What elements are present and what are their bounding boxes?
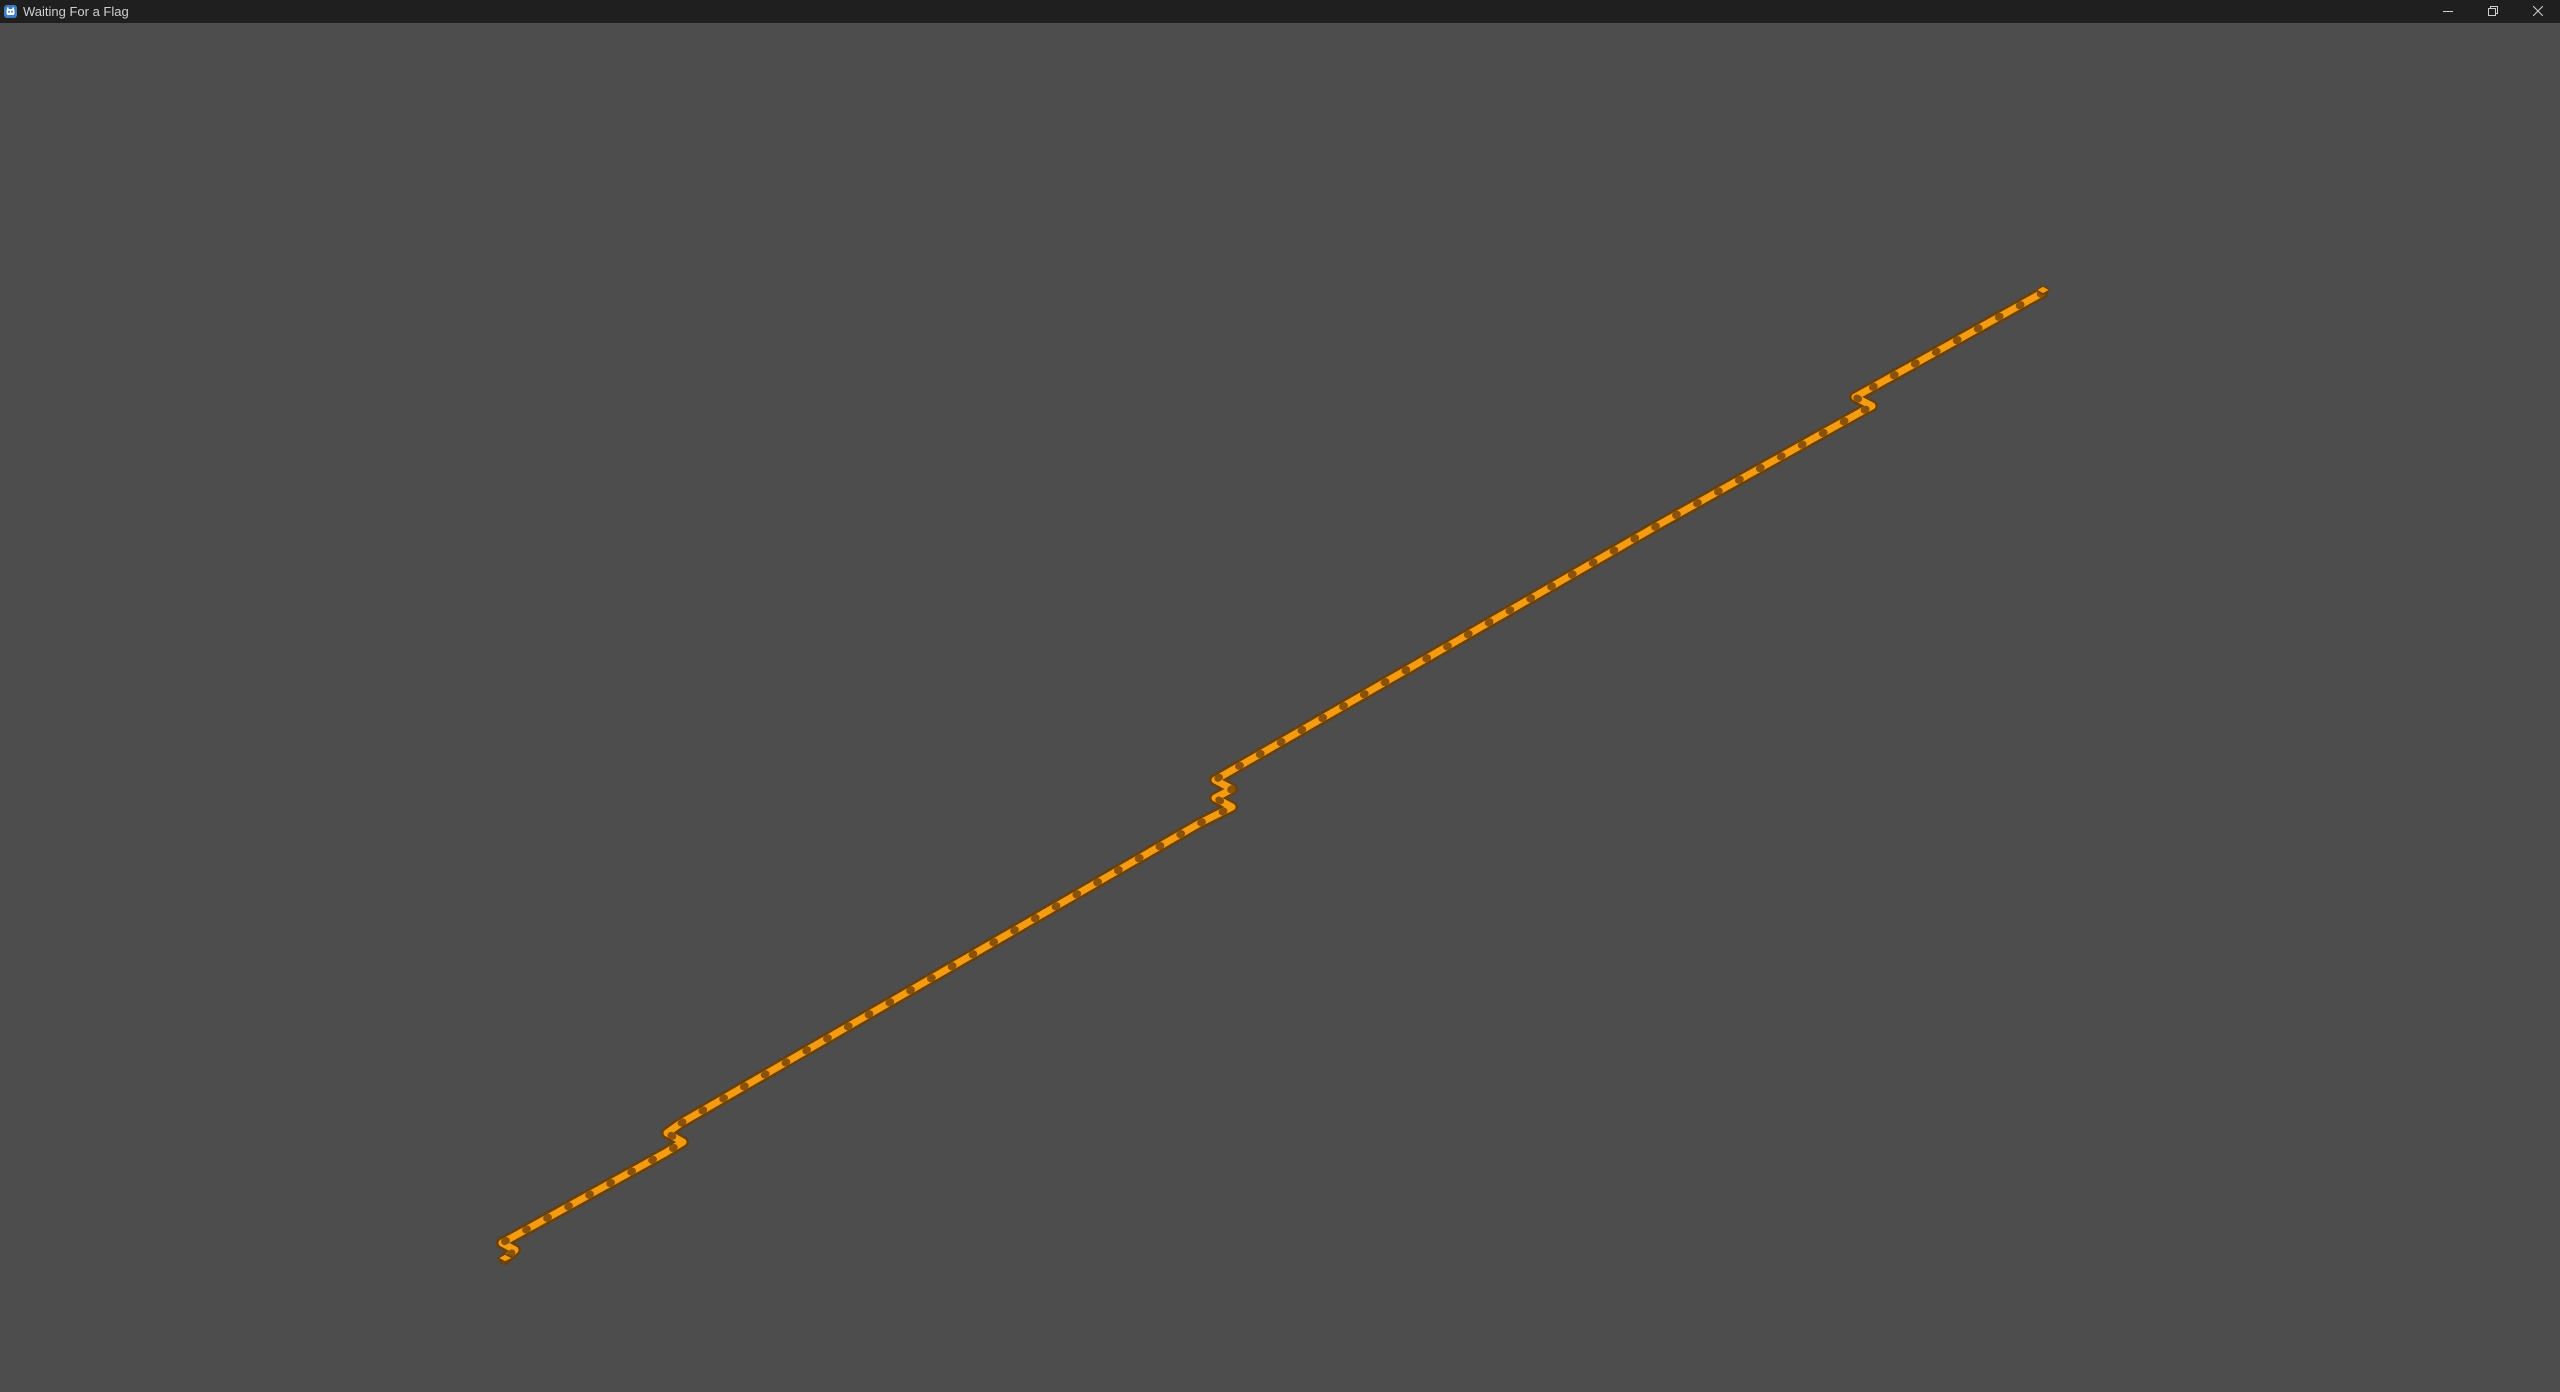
path-end-tile: [2035, 285, 2051, 295]
window-controls: [2425, 0, 2560, 23]
restore-button[interactable]: [2470, 0, 2515, 23]
minimize-button[interactable]: [2425, 0, 2470, 23]
level-canvas: [496, 285, 2051, 1265]
isometric-path: [496, 285, 2051, 1265]
game-viewport[interactable]: [0, 23, 2560, 1392]
minimize-icon: [2442, 4, 2453, 19]
path-start-tile: [497, 1253, 514, 1263]
path-tile-seams: [498, 289, 2046, 1263]
godot-engine-icon: [4, 5, 17, 18]
title-bar[interactable]: Waiting For a Flag: [0, 0, 2560, 23]
close-button[interactable]: [2515, 0, 2560, 23]
close-icon: [2532, 4, 2543, 19]
window-title: Waiting For a Flag: [23, 4, 129, 19]
restore-icon: [2487, 4, 2498, 19]
path-surface: [498, 289, 2046, 1263]
